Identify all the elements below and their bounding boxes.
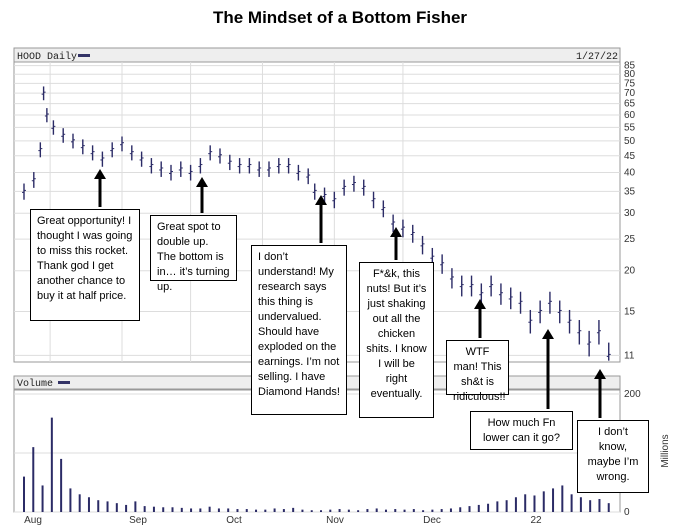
annotation-arrowhead bbox=[542, 329, 554, 339]
price-tick-label: 80 bbox=[624, 69, 636, 80]
volume-unit-label: Millions bbox=[660, 434, 671, 467]
x-tick-label: Nov bbox=[326, 515, 344, 526]
price-tick-label: 60 bbox=[624, 110, 636, 121]
annotation-dont-understand: I don’t understand! My research says thi… bbox=[251, 245, 347, 415]
annotation-arrowhead bbox=[390, 227, 402, 237]
annotation-arrowhead bbox=[594, 369, 606, 379]
annotation-great-spot: Great spot to double up. The bottom is i… bbox=[150, 215, 237, 293]
chart-title: The Mindset of a Bottom Fisher bbox=[212, 8, 468, 27]
price-tick-label: 55 bbox=[624, 122, 636, 133]
annotation-wtf-man: WTF man! This sh&t is ridiculous!! bbox=[446, 340, 509, 403]
annotation-arrowhead bbox=[94, 169, 106, 179]
price-tick-label: 75 bbox=[624, 78, 636, 89]
price-tick-label: 50 bbox=[624, 136, 636, 147]
price-tick-label: 30 bbox=[624, 208, 636, 219]
x-tick-label: 22 bbox=[530, 515, 542, 526]
annotation-shaking-out: F*&k, this nuts! But it’s just shaking o… bbox=[359, 262, 434, 418]
annotation-arrowhead bbox=[196, 177, 208, 187]
price-tick-label: 70 bbox=[624, 88, 636, 99]
price-tick-label: 15 bbox=[624, 306, 636, 317]
date-label: 1/27/22 bbox=[576, 51, 618, 63]
price-tick-label: 20 bbox=[624, 266, 636, 277]
x-tick-label: Sep bbox=[129, 515, 147, 526]
x-tick-label: Dec bbox=[423, 515, 441, 526]
legend-swatch-price bbox=[78, 54, 90, 57]
annotation-how-much-lower: How much Fn lower can it go? bbox=[470, 411, 573, 450]
annotation-arrowhead bbox=[315, 195, 327, 205]
annotation-maybe-wrong: I don’t know, maybe I’m wrong. bbox=[577, 420, 649, 493]
price-tick-label: 25 bbox=[624, 234, 636, 245]
volume-tick-label: 200 bbox=[624, 389, 641, 400]
price-tick-label: 85 bbox=[624, 61, 636, 72]
price-tick-label: 65 bbox=[624, 99, 636, 110]
legend-swatch-volume bbox=[58, 381, 70, 384]
volume-label: Volume bbox=[17, 378, 53, 390]
price-header-bar bbox=[13, 47, 621, 63]
annotation-arrowhead bbox=[474, 299, 486, 309]
x-tick-label: Oct bbox=[226, 515, 242, 526]
price-tick-label: 45 bbox=[624, 151, 636, 162]
price-tick-label: 11 bbox=[624, 350, 635, 361]
annotation-great-opportunity: Great opportunity! I thought I was going… bbox=[30, 209, 140, 321]
x-tick-label: Aug bbox=[24, 515, 42, 526]
price-tick-label: 35 bbox=[624, 186, 636, 197]
ticker-label: HOOD Daily bbox=[17, 51, 77, 63]
volume-tick-label: 0 bbox=[624, 507, 630, 518]
price-tick-label: 40 bbox=[624, 167, 636, 178]
